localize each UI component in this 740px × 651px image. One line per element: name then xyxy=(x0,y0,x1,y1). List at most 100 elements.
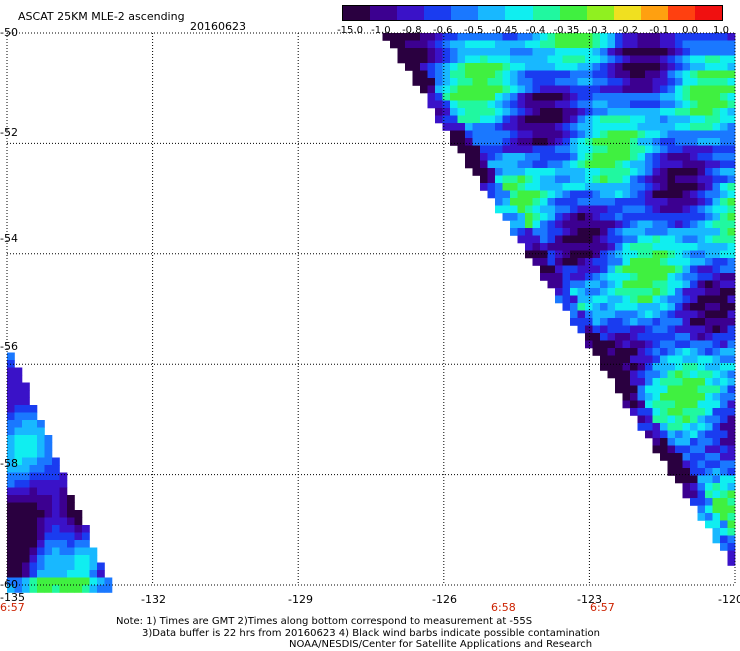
data-cell xyxy=(74,570,83,578)
data-cell xyxy=(607,318,616,326)
data-cell xyxy=(607,168,616,176)
data-cell xyxy=(600,108,608,116)
data-cell xyxy=(697,438,706,446)
data-cell xyxy=(82,562,90,571)
data-cell xyxy=(502,123,511,131)
data-cell xyxy=(450,48,458,56)
data-cell xyxy=(555,123,563,131)
data-cell xyxy=(697,100,706,109)
data-cell xyxy=(615,130,623,139)
data-cell xyxy=(705,198,713,206)
data-cell xyxy=(517,40,526,49)
data-cell xyxy=(645,408,653,416)
data-cell xyxy=(592,153,601,161)
data-cell xyxy=(690,63,698,71)
data-cell xyxy=(607,355,616,364)
data-cell xyxy=(577,93,586,101)
data-cell xyxy=(652,445,661,454)
data-cell xyxy=(630,363,638,371)
data-cell xyxy=(615,115,623,124)
data-cell xyxy=(675,310,683,319)
data-cell xyxy=(667,303,676,311)
data-cell xyxy=(645,55,653,64)
data-cell xyxy=(442,70,451,79)
data-cell xyxy=(690,325,698,334)
data-cell xyxy=(427,93,436,101)
data-cell xyxy=(682,78,691,86)
data-cell xyxy=(14,555,23,563)
data-cell xyxy=(622,235,631,244)
data-cell xyxy=(22,480,30,488)
data-cell xyxy=(660,63,668,71)
data-cell xyxy=(667,430,676,439)
data-cell xyxy=(675,183,683,191)
data-cell xyxy=(690,40,698,49)
data-cell xyxy=(577,288,586,296)
data-cell xyxy=(465,130,473,139)
data-cell xyxy=(52,457,60,466)
data-cell xyxy=(712,408,721,416)
data-cell xyxy=(472,123,481,131)
data-cell xyxy=(555,138,563,146)
data-cell xyxy=(457,48,466,56)
data-cell xyxy=(465,100,473,109)
data-cell xyxy=(607,138,616,146)
data-cell xyxy=(652,348,661,356)
data-cell xyxy=(705,325,713,334)
data-cell xyxy=(540,243,548,251)
data-cell xyxy=(682,303,691,311)
data-cell xyxy=(652,303,661,311)
data-cell xyxy=(667,348,676,356)
data-cell xyxy=(487,78,496,86)
data-cell xyxy=(540,190,548,199)
data-cell xyxy=(667,273,676,281)
data-cell xyxy=(682,273,691,281)
data-cell xyxy=(510,33,518,41)
data-cell xyxy=(630,355,638,364)
data-cell xyxy=(690,93,698,101)
data-cell xyxy=(682,160,691,169)
data-cell xyxy=(690,483,698,491)
data-cell xyxy=(592,48,601,56)
data-cell xyxy=(29,532,38,541)
data-cell xyxy=(532,48,541,56)
data-cell xyxy=(510,115,518,124)
data-cell xyxy=(607,265,616,274)
data-cell xyxy=(14,510,23,518)
data-cell xyxy=(510,153,518,161)
data-cell xyxy=(630,213,638,221)
data-cell xyxy=(525,168,533,176)
data-cell xyxy=(44,570,53,578)
data-cell xyxy=(630,108,638,116)
data-cell xyxy=(690,258,698,266)
data-cell xyxy=(652,93,661,101)
data-cell xyxy=(630,123,638,131)
data-cell xyxy=(577,138,586,146)
data-cell xyxy=(652,393,661,401)
data-cell xyxy=(645,415,653,424)
data-cell xyxy=(390,40,398,49)
data-cell xyxy=(397,33,406,41)
data-cell xyxy=(667,115,676,124)
data-cell xyxy=(585,70,593,79)
data-cell xyxy=(667,318,676,326)
data-cell xyxy=(22,585,30,593)
data-cell xyxy=(532,78,541,86)
data-cell xyxy=(607,288,616,296)
data-cell xyxy=(645,115,653,124)
data-cell xyxy=(562,168,571,176)
data-cell xyxy=(510,63,518,71)
data-cell xyxy=(607,100,616,109)
data-cell xyxy=(697,138,706,146)
data-cell xyxy=(600,33,608,41)
data-cell xyxy=(525,153,533,161)
data-cell xyxy=(727,265,736,274)
data-cell xyxy=(465,160,473,169)
data-cell xyxy=(59,570,68,578)
data-cell xyxy=(495,40,503,49)
data-cell xyxy=(52,577,60,586)
data-cell xyxy=(690,183,698,191)
data-cell xyxy=(465,85,473,94)
data-cell xyxy=(637,63,646,71)
data-cell xyxy=(562,265,571,274)
